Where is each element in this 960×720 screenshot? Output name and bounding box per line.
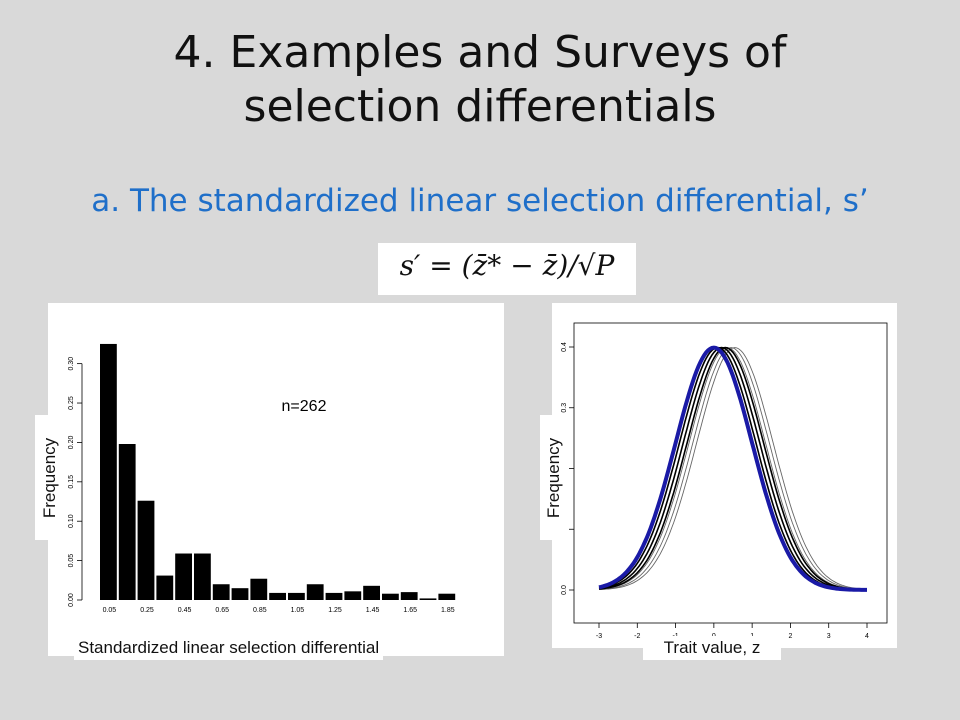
- curves-plot-frame: [573, 322, 888, 624]
- curves-x-tick-label: -2: [634, 633, 640, 640]
- histogram-bar: [212, 584, 230, 600]
- histogram-bar: [250, 578, 268, 600]
- histogram-x-tick-label: 1.25: [328, 607, 342, 614]
- histogram-ylabel: Frequency: [39, 437, 59, 518]
- histogram-y-tick-label: 0.05: [68, 554, 75, 568]
- histogram-y-tick-label: 0.10: [68, 514, 75, 528]
- slide-title: 4. Examples and Surveys of selection dif…: [0, 26, 960, 134]
- density-curve: [598, 345, 867, 592]
- curves-panel: -3-2-1012340.00.10.20.30.4: [552, 303, 897, 648]
- histogram-y-tick-label: 0.15: [68, 475, 75, 489]
- histogram-x-tick-label: 0.65: [215, 607, 229, 614]
- density-curve: [598, 346, 867, 591]
- density-curve: [598, 346, 867, 591]
- histogram-x-tick-label: 0.25: [140, 607, 154, 614]
- title-line-1: 4. Examples and Surveys of: [173, 27, 787, 78]
- slide-subtitle: a. The standardized linear selection dif…: [91, 183, 869, 219]
- histogram-bar: [231, 588, 249, 600]
- histogram-bar: [325, 592, 343, 600]
- density-curve: [598, 347, 868, 591]
- curves-x-tick-label: 2: [788, 633, 792, 640]
- histogram-x-tick-label: 0.85: [253, 607, 267, 614]
- histogram-annotation: n=262: [282, 398, 327, 415]
- histogram-y-tick-label: 0.00: [68, 593, 75, 607]
- curves-chart: -3-2-1012340.00.10.20.30.4: [561, 322, 888, 640]
- histogram-bar: [363, 585, 380, 600]
- curves-y-tick-label: 0.0: [561, 585, 568, 595]
- histogram-bar: [194, 553, 211, 600]
- histogram-bar: [382, 593, 399, 600]
- histogram-bar: [288, 592, 305, 600]
- histogram-x-tick-label: 1.05: [291, 607, 305, 614]
- histogram-bar: [306, 584, 324, 600]
- title-line-2: selection differentials: [243, 81, 717, 132]
- curves-ylabel: Frequency: [544, 437, 563, 518]
- curves-ylabel-box: Frequency: [540, 415, 568, 540]
- histogram-bar: [137, 500, 155, 600]
- histogram-x-tick-label: 1.45: [366, 607, 380, 614]
- histogram-ylabel-box: Frequency: [35, 415, 64, 540]
- histogram-y-tick-label: 0.30: [68, 357, 75, 371]
- curves-x-tick-label: -3: [596, 633, 602, 640]
- histogram-x-tick-label: 0.45: [178, 607, 192, 614]
- histogram-xlabel: Standardized linear selection differenti…: [74, 636, 384, 660]
- curves-x-tick-label: 3: [827, 633, 831, 640]
- curves-y-tick-label: 0.3: [561, 403, 568, 413]
- histogram-x-tick-label: 1.85: [441, 607, 455, 614]
- histogram-bar: [344, 591, 362, 600]
- curves-y-tick-label: 0.4: [561, 342, 568, 352]
- histogram-panel: 0.00 0.05 0.10 0.15 0.20 0.25 0.30 0.05 0.25 0.45…: [48, 303, 504, 656]
- histogram-bar: [419, 598, 437, 600]
- histogram-bar: [175, 553, 192, 600]
- histogram-bar: [156, 575, 174, 600]
- formula: s′ = (z̄* − z̄)/√P: [399, 249, 615, 282]
- curves-x-tick-label: 4: [865, 633, 869, 640]
- histogram-y-tick-label: 0.20: [68, 436, 75, 450]
- histogram-chart: 0.00 0.05 0.10 0.15 0.20 0.25 0.30 0.05 0.25 0.45…: [68, 343, 456, 614]
- histogram-bar: [269, 592, 286, 600]
- histogram-x-tick-label: 1.65: [403, 607, 417, 614]
- histogram-bar: [100, 343, 117, 600]
- formula-box: s′ = (z̄* − z̄)/√P: [378, 243, 636, 295]
- density-curve: [598, 347, 868, 591]
- histogram-y-tick-label: 0.25: [68, 396, 75, 410]
- histogram-x-tick-label: 0.05: [103, 607, 117, 614]
- histogram-bar: [400, 592, 418, 600]
- histogram-bar: [438, 593, 456, 600]
- histogram-bar: [118, 444, 136, 600]
- curves-xlabel: Trait value, z: [643, 636, 781, 660]
